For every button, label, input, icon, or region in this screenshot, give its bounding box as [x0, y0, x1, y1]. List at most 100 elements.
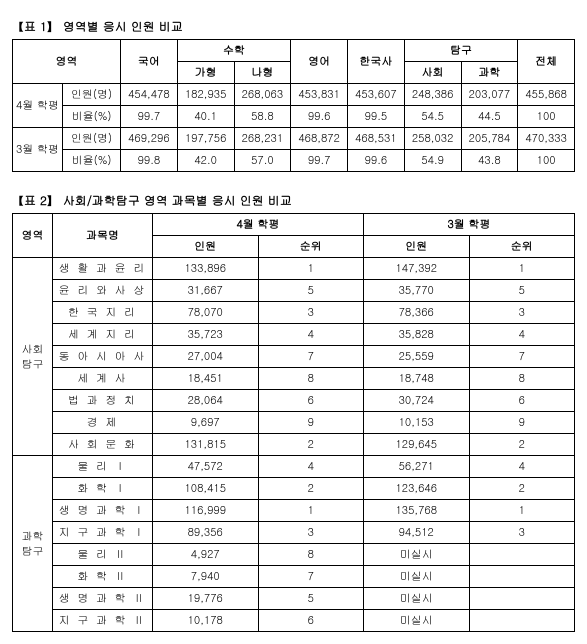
t2-cell: 4	[258, 324, 364, 346]
t1-cell: 54.5	[404, 106, 461, 128]
t2-cell: 미실시	[364, 588, 470, 610]
table1: 영역 국어 수학 영어 한국사 탐구 전체 가형 나형 사회 과학 4월 학평인…	[12, 39, 575, 172]
t2-subject: 생 명 과 학 Ⅱ	[53, 588, 153, 610]
t1-cell: 453,831	[291, 84, 348, 106]
t1-h-domain: 영역	[13, 40, 121, 84]
t2-cell: 47,572	[153, 456, 259, 478]
t1-cell: 99.5	[348, 106, 405, 128]
t2-subject: 화 학 Ⅰ	[53, 478, 153, 500]
t2-cell: 9	[258, 412, 364, 434]
t2-cell: 35,770	[364, 280, 470, 302]
t2-cell: 4,927	[153, 544, 259, 566]
t1-cell: 100	[518, 150, 575, 172]
t2-cell: 2	[469, 478, 575, 500]
t1-metric-count: 인원(명)	[63, 128, 121, 150]
t2-cell: 2	[258, 478, 364, 500]
table1-title: 【표 1】 영역별 응시 인원 비교	[12, 18, 575, 35]
t2-cell: 123,646	[364, 478, 470, 500]
t2-cell: 5	[258, 280, 364, 302]
t1-h-math: 수학	[177, 40, 291, 62]
table2: 영역 과목명 4월 학평 3월 학평 인원 순위 인원 순위 사회 탐구생 활 …	[12, 213, 575, 632]
t1-cell: 470,333	[518, 128, 575, 150]
t1-cell: 54.9	[404, 150, 461, 172]
t1-cell: 99.7	[121, 106, 178, 128]
t1-h-soc: 사회	[404, 62, 461, 84]
t2-cell: 9	[469, 412, 575, 434]
t2-cell: 9,697	[153, 412, 259, 434]
t2-cell: 30,724	[364, 390, 470, 412]
t2-cell: 미실시	[364, 566, 470, 588]
t2-cell	[469, 566, 575, 588]
t2-cell: 8	[258, 544, 364, 566]
t1-row-period: 4월 학평	[13, 84, 63, 128]
t1-cell: 248,386	[404, 84, 461, 106]
t1-cell: 58.8	[234, 106, 291, 128]
t2-cell: 5	[469, 280, 575, 302]
t1-cell: 268,231	[234, 128, 291, 150]
t2-cell: 7	[258, 566, 364, 588]
t1-cell: 99.7	[291, 150, 348, 172]
t2-cell	[469, 544, 575, 566]
t2-cell: 3	[469, 302, 575, 324]
t2-cell: 미실시	[364, 610, 470, 632]
t2-cell: 3	[258, 302, 364, 324]
t2-cell: 56,271	[364, 456, 470, 478]
t1-h-exp: 탐구	[404, 40, 518, 62]
t1-metric-ratio: 비율(%)	[63, 150, 121, 172]
t2-cell: 35,828	[364, 324, 470, 346]
t1-cell: 454,478	[121, 84, 178, 106]
t2-cell: 28,064	[153, 390, 259, 412]
t2-cell: 1	[469, 500, 575, 522]
t2-subject: 지 구 과 학 Ⅰ	[53, 522, 153, 544]
t1-cell: 43.8	[461, 150, 518, 172]
t2-cell: 116,999	[153, 500, 259, 522]
t2-subject: 지 구 과 학 Ⅱ	[53, 610, 153, 632]
t1-cell: 469,296	[121, 128, 178, 150]
t2-cell: 2	[469, 434, 575, 456]
t1-cell: 99.6	[348, 150, 405, 172]
t2-cell: 108,415	[153, 478, 259, 500]
t1-cell: 468,531	[348, 128, 405, 150]
t2-subject: 생 명 과 학 Ⅰ	[53, 500, 153, 522]
t2-cell: 25,559	[364, 346, 470, 368]
table2-title: 【표 2】 사회/과학탐구 영역 과목별 응시 인원 비교	[12, 192, 575, 209]
t2-subject: 윤 리 와 사 상	[53, 280, 153, 302]
t2-subject: 법 과 정 치	[53, 390, 153, 412]
t1-cell: 203,077	[461, 84, 518, 106]
t2-cell: 4	[469, 324, 575, 346]
t2-cell: 19,776	[153, 588, 259, 610]
t1-h-tot: 전체	[518, 40, 575, 84]
t1-h-kor: 국어	[121, 40, 178, 84]
t2-cell: 6	[258, 390, 364, 412]
t2-h-ac: 인원	[153, 236, 259, 258]
t1-cell: 182,935	[177, 84, 234, 106]
t2-cell: 7	[258, 346, 364, 368]
t2-subject: 사 회 문 화	[53, 434, 153, 456]
t1-cell: 99.8	[121, 150, 178, 172]
t2-subject: 물 리 Ⅰ	[53, 456, 153, 478]
t1-h-sci: 과학	[461, 62, 518, 84]
t2-cell: 미실시	[364, 544, 470, 566]
t1-cell: 40.1	[177, 106, 234, 128]
t2-h-mc: 인원	[364, 236, 470, 258]
t2-cell: 147,392	[364, 258, 470, 280]
t1-cell: 468,872	[291, 128, 348, 150]
t2-cell: 1	[258, 500, 364, 522]
t2-cell: 3	[258, 522, 364, 544]
t2-cell: 7	[469, 346, 575, 368]
t2-cell: 1	[469, 258, 575, 280]
t2-h-domain: 영역	[13, 214, 53, 258]
t1-cell: 197,756	[177, 128, 234, 150]
t2-subject: 화 학 Ⅱ	[53, 566, 153, 588]
t2-domain: 사회 탐구	[13, 258, 53, 456]
t1-h-mb: 나형	[234, 62, 291, 84]
t2-subject: 생 활 과 윤 리	[53, 258, 153, 280]
t2-cell: 129,645	[364, 434, 470, 456]
t2-cell: 94,512	[364, 522, 470, 544]
t1-cell: 42.0	[177, 150, 234, 172]
t2-domain: 과학 탐구	[13, 456, 53, 632]
t1-cell: 258,032	[404, 128, 461, 150]
t1-cell: 268,063	[234, 84, 291, 106]
t1-cell: 453,607	[348, 84, 405, 106]
t2-cell: 6	[258, 610, 364, 632]
